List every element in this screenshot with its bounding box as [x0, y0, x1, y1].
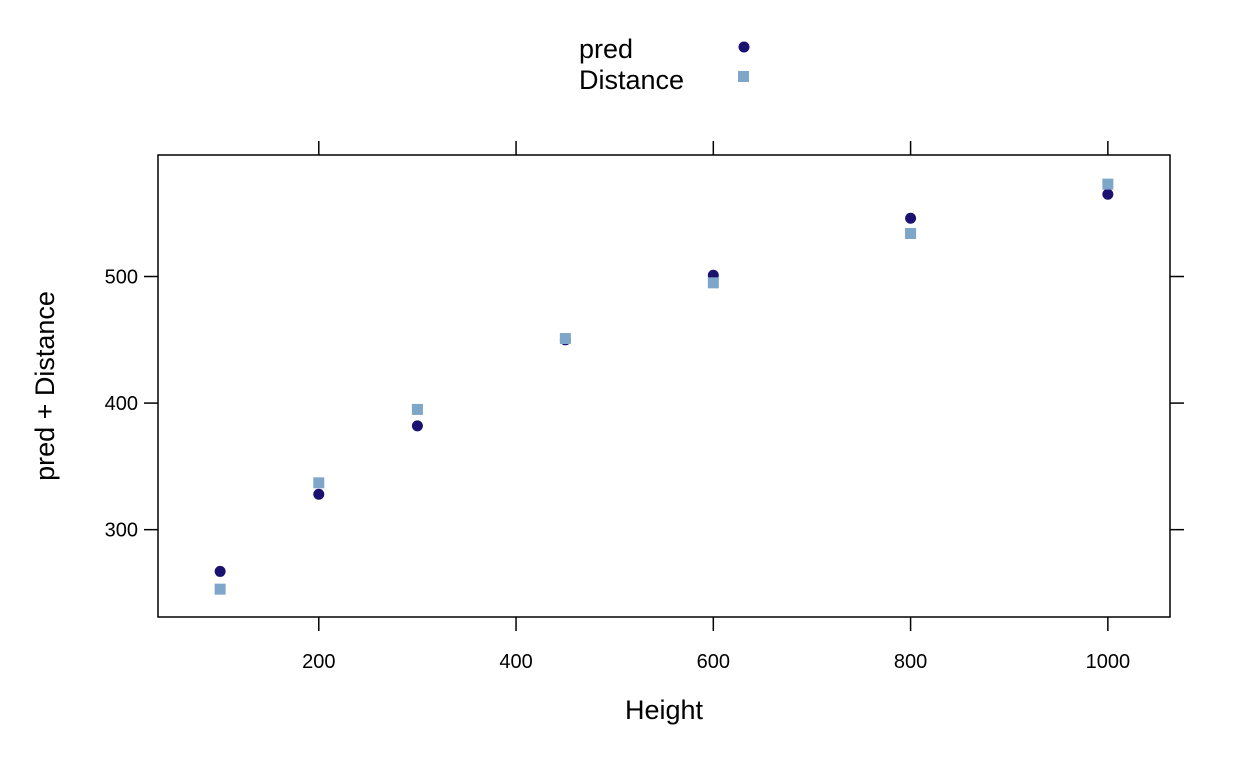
x-tick-label-1000: 1000	[1086, 651, 1131, 673]
y-tick-label-500: 500	[105, 267, 138, 289]
point-distance-0	[214, 583, 226, 595]
x-tick-label-800: 800	[894, 651, 927, 673]
point-pred-0	[214, 565, 226, 577]
plot-frame	[157, 154, 1171, 618]
legend-label-distance: Distance	[579, 65, 684, 95]
y-tick-label-300: 300	[105, 520, 138, 542]
x-axis: 200 400 600 800 1000	[302, 141, 1130, 673]
point-distance-5	[905, 227, 917, 239]
y-axis-title: pred + Distance	[30, 291, 60, 481]
x-axis-title: Height	[625, 695, 704, 725]
point-pred-5	[905, 212, 917, 224]
point-distance-1	[313, 477, 325, 489]
point-distance-4	[707, 277, 719, 289]
x-tick-label-200: 200	[302, 651, 335, 673]
y-tick-label-400: 400	[105, 393, 138, 415]
y-axis: 300 400 500	[105, 267, 1184, 542]
legend: pred Distance	[579, 34, 750, 95]
x-tick-label-600: 600	[697, 651, 730, 673]
data-points	[214, 178, 1114, 595]
point-pred-2	[411, 420, 423, 432]
point-pred-6	[1102, 188, 1114, 200]
point-distance-2	[411, 403, 423, 415]
legend-label-pred: pred	[579, 34, 633, 64]
x-tick-label-400: 400	[499, 651, 532, 673]
legend-marker-pred	[738, 41, 750, 53]
point-pred-1	[313, 488, 325, 500]
point-distance-6	[1102, 178, 1114, 190]
point-distance-3	[559, 333, 571, 345]
legend-marker-distance	[738, 71, 749, 82]
